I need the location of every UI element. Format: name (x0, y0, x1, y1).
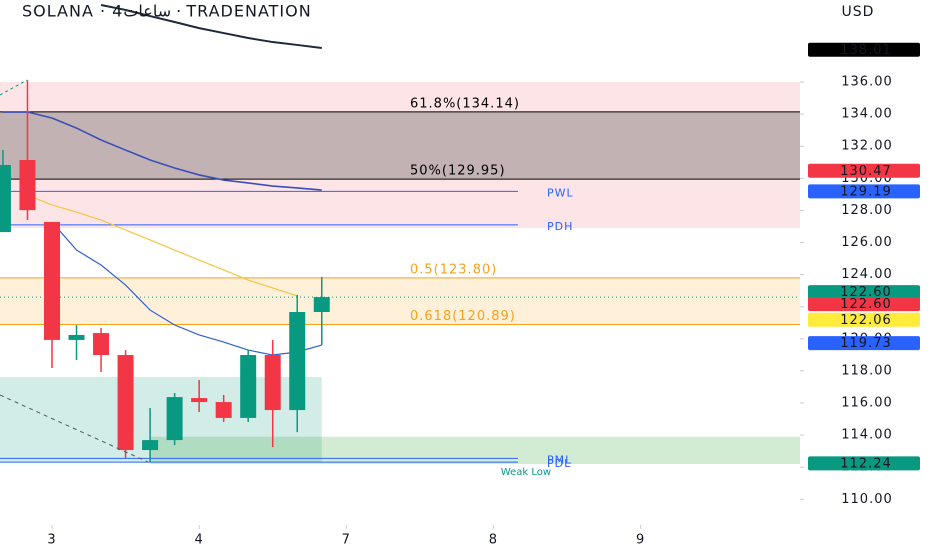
price-badge (808, 456, 920, 471)
x-tick-label: 4 (195, 533, 204, 548)
x-tick-label: 3 (47, 533, 56, 548)
candle-body (43, 221, 60, 340)
price-badge (808, 184, 920, 199)
y-tick-label: 110.00 (841, 492, 893, 507)
candle-body (289, 312, 306, 411)
level-label: 61.8%(134.14) (410, 96, 520, 111)
dashed-line (0, 394, 149, 463)
price-badge (808, 336, 920, 351)
price-badge-label: 112.24 (840, 456, 892, 471)
candle-body (19, 160, 36, 211)
candle-body (142, 440, 159, 451)
x-tick-label: 7 (342, 533, 351, 548)
x-tick-label: 8 (489, 533, 498, 548)
zone (0, 111, 800, 180)
x-tick-label: 9 (636, 533, 645, 548)
candle-body (240, 355, 257, 418)
indicator-line (100, 3, 322, 49)
annotation: Weak Low (501, 467, 551, 478)
candle-body (0, 164, 11, 233)
indicator-line (27, 194, 298, 297)
level-label: PML (547, 453, 572, 466)
zone (0, 82, 800, 229)
level-label: 0.5(123.80) (410, 262, 497, 277)
price-badge-label: 130.47 (840, 164, 892, 179)
y-tick-label: 114.00 (841, 428, 893, 443)
currency: USD (842, 4, 875, 20)
level-label: 0.618(120.89) (410, 309, 516, 324)
candle-body (191, 398, 208, 403)
y-tick-label: 134.00 (841, 107, 893, 122)
price-badge-label: 122.60 (840, 297, 892, 312)
candle-body (215, 402, 232, 418)
y-tick-label: 132.00 (841, 139, 893, 154)
level-label: PDH (547, 220, 573, 233)
candle-body (93, 333, 110, 356)
level-label: 50%(129.95) (410, 164, 506, 179)
chart-title: SOLANA · 4ساعات · TRADENATION (22, 2, 312, 21)
y-tick-label: 136.00 (841, 75, 893, 90)
price-badge (808, 297, 920, 312)
y-tick-label: 118.00 (841, 363, 893, 378)
zone (0, 277, 800, 325)
price-badge-label: 138.01 (840, 43, 892, 58)
price-badge (808, 163, 920, 178)
candle-body (264, 355, 281, 411)
price-badge (808, 285, 920, 300)
price-badge (808, 312, 920, 327)
y-tick-label: 126.00 (841, 235, 893, 250)
candle-body (117, 355, 134, 451)
candle-body (68, 334, 85, 340)
candle-body (166, 397, 183, 441)
dashed-line (0, 79, 28, 96)
indicator-line (2, 111, 322, 191)
price-badge-label: 122.60 (840, 285, 892, 300)
y-tick-label: 128.00 (841, 203, 893, 218)
indicator-line (51, 221, 322, 356)
candle-body (313, 297, 330, 313)
level-label: PDL (547, 457, 571, 470)
price-badge-label: 119.73 (840, 336, 892, 351)
price-badge-label: 122.06 (840, 313, 892, 328)
y-tick-label: 116.00 (841, 396, 893, 411)
price-badge (808, 42, 920, 57)
price-badge-label: 129.19 (840, 184, 892, 199)
time-axis (0, 525, 800, 550)
zone (150, 436, 800, 465)
y-tick-label: 124.00 (841, 267, 893, 282)
level-label: PWL (547, 186, 574, 199)
